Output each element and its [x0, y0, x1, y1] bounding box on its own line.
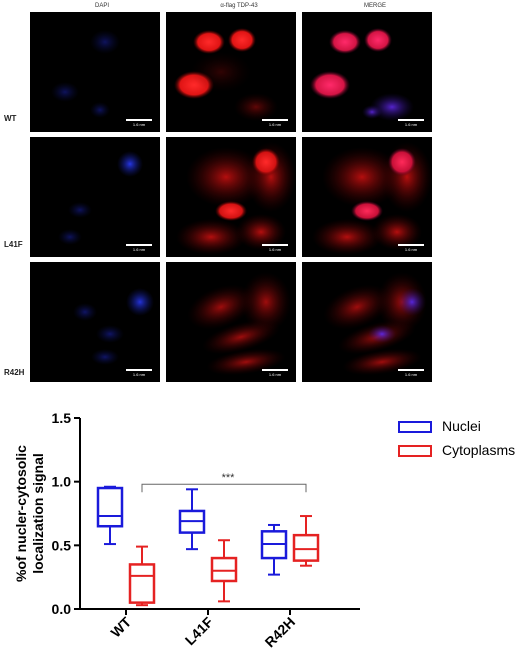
significance-bracket: [141, 483, 307, 493]
scale-bar: 1.6 nm: [398, 369, 424, 377]
micrograph-l41f-merge: 1.6 nm: [302, 137, 432, 257]
column-label-merge: MERGE: [363, 3, 386, 9]
scale-bar: 1.6 nm: [126, 369, 152, 377]
box-nuclei-wt: [96, 486, 124, 528]
box-cytoplasms-l41f: [210, 556, 238, 583]
column-label-tdp43: α-flag TDP-43: [220, 3, 258, 9]
box-cytoplasms-wt: [128, 563, 156, 604]
x-tick-label-l41f: L41F: [182, 613, 217, 648]
y-tick-label: 0.5: [52, 537, 72, 553]
scale-bar: 1.6 nm: [262, 119, 288, 127]
legend-label-cytoplasms: Cytoplasms: [442, 442, 516, 458]
row-label-r42h: R42H: [4, 368, 25, 377]
scale-bar: 1.6 nm: [398, 119, 424, 127]
y-tick-label: 0.0: [52, 601, 72, 617]
scale-bar: 1.6 nm: [262, 369, 288, 377]
micrograph-r42h-tdp43: 1.6 nm: [166, 262, 296, 382]
scale-bar: 1.6 nm: [262, 244, 288, 252]
column-label-dapi: DAPI: [94, 3, 109, 9]
scale-bar: 1.6 nm: [126, 119, 152, 127]
legend-label-nuclei: Nuclei: [442, 418, 481, 434]
micrograph-l41f-tdp43: 1.6 nm: [166, 137, 296, 257]
legend-swatch-nuclei: [398, 421, 432, 433]
scale-bar: 1.6 nm: [126, 244, 152, 252]
micrograph-r42h-merge: 1.6 nm: [302, 262, 432, 382]
micrograph-l41f-dapi: 1.6 nm: [30, 137, 160, 257]
legend-swatch-cytoplasms: [398, 445, 432, 457]
significance-label: ***: [222, 472, 236, 484]
x-tick-label-r42h: R42H: [261, 614, 298, 651]
row-label-l41f: L41F: [4, 240, 23, 249]
y-axis-label: %of nucler-cytosoliclocalization signal: [13, 445, 46, 582]
micrograph-wt-dapi: 1.6 nm: [30, 12, 160, 132]
y-tick-label: 1.5: [52, 410, 72, 426]
box-cytoplasms-r42h: [292, 533, 320, 562]
scale-bar: 1.6 nm: [398, 244, 424, 252]
x-tick-label-wt: WT: [107, 613, 134, 640]
micrograph-wt-merge: 1.6 nm: [302, 12, 432, 132]
row-label-wt: WT: [4, 114, 17, 123]
y-tick-label: 1.0: [52, 474, 72, 490]
micrograph-wt-tdp43: 1.6 nm: [166, 12, 296, 132]
micrograph-r42h-dapi: 1.6 nm: [30, 262, 160, 382]
box-plot-chart: 0.0 0.5 1.0 1.5 %of nucler-cytosoliclocaliza…: [13, 410, 360, 651]
